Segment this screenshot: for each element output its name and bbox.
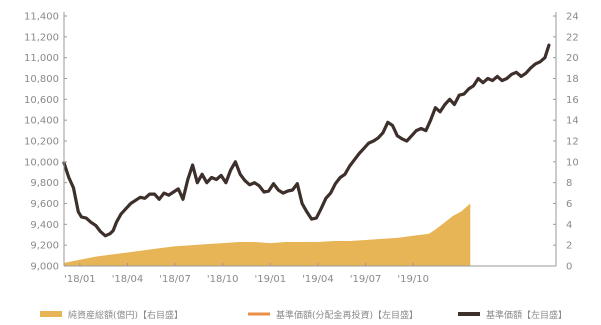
lines-layer bbox=[62, 43, 551, 238]
left-tick-label: 10,000 bbox=[24, 157, 59, 168]
right-tick-label: 8 bbox=[566, 178, 572, 189]
series-net-assets-area bbox=[64, 203, 471, 266]
right-tick-label: 14 bbox=[566, 116, 579, 127]
x-tick-label: '19/10 bbox=[397, 274, 429, 285]
x-tick-label: '19/01 bbox=[255, 274, 287, 285]
right-tick-label: 12 bbox=[566, 137, 579, 148]
left-tick-label: 9,000 bbox=[30, 262, 59, 273]
left-tick-label: 11,400 bbox=[24, 12, 59, 23]
left-tick-label: 10,600 bbox=[24, 95, 59, 106]
right-tick-label: 18 bbox=[566, 74, 579, 85]
left-tick-label: 9,400 bbox=[30, 220, 59, 231]
right-tick-label: 6 bbox=[566, 199, 572, 210]
left-tick-label: 11,200 bbox=[24, 32, 59, 43]
legend-label: 純資産総額(億円)【右目盛】 bbox=[68, 309, 183, 321]
axes-layer: 9,000 9,200 9,400 9,600 9,800 10,000 10,200 10,… bbox=[24, 12, 579, 286]
x-tick-label: '18/07 bbox=[159, 274, 191, 285]
legend-label: 基準価額(分配金再投資)【左目盛】 bbox=[276, 309, 418, 321]
x-tick-label: '18/10 bbox=[207, 274, 239, 285]
x-tick-label: '19/07 bbox=[350, 274, 382, 285]
legend-swatch bbox=[248, 312, 270, 316]
right-tick-label: 10 bbox=[566, 157, 579, 168]
series-nav-line bbox=[62, 43, 551, 238]
right-tick-label: 16 bbox=[566, 95, 579, 106]
left-tick-label: 11,000 bbox=[24, 53, 59, 64]
x-tick-label: '18/04 bbox=[112, 274, 144, 285]
left-tick-label: 10,400 bbox=[24, 116, 59, 127]
area-layer bbox=[64, 203, 471, 266]
left-tick-label: 9,200 bbox=[30, 241, 59, 252]
legend-label: 基準価額【左目盛】 bbox=[486, 309, 567, 321]
right-tick-label: 4 bbox=[566, 220, 572, 231]
legend: 純資産総額(億円)【右目盛】 基準価額(分配金再投資)【左目盛】 基準価額【左目盛】 bbox=[40, 309, 567, 321]
left-tick-label: 10,800 bbox=[24, 74, 59, 85]
x-tick-label: '18/01 bbox=[64, 274, 96, 285]
right-tick-label: 2 bbox=[566, 241, 572, 252]
left-tick-label: 9,800 bbox=[30, 178, 59, 189]
right-tick-label: 0 bbox=[566, 262, 572, 273]
left-tick-label: 9,600 bbox=[30, 199, 59, 210]
right-tick-label: 22 bbox=[566, 32, 579, 43]
x-tick-label: '19/04 bbox=[302, 274, 334, 285]
legend-swatch bbox=[40, 311, 62, 317]
left-tick-label: 10,200 bbox=[24, 137, 59, 148]
legend-swatch bbox=[458, 312, 480, 316]
right-tick-label: 20 bbox=[566, 53, 579, 64]
right-tick-label: 24 bbox=[566, 12, 579, 23]
